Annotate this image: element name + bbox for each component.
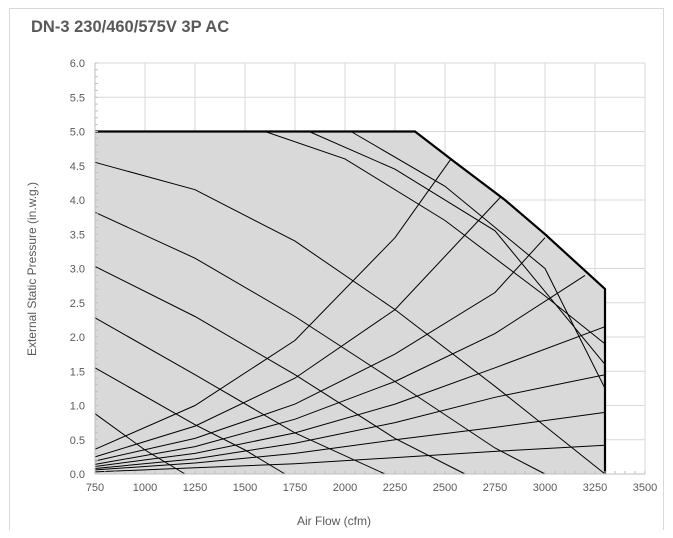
- fan-curve: [94, 367, 286, 475]
- y-tick-label: 6.0: [70, 58, 85, 70]
- x-tick-labels: 750 1000 1250 1500 1750 2000 2250 2500 2750 3000 3…: [86, 482, 657, 494]
- y-tick-label: 2.0: [70, 332, 85, 344]
- operating-envelope-outline: [95, 130, 607, 474]
- fan-curve: [264, 131, 606, 345]
- envelope-area: [95, 131, 605, 474]
- operating-envelope-fill: [95, 131, 605, 474]
- y-tick-label: 5.5: [70, 92, 85, 104]
- x-tick-label: 1750: [283, 482, 307, 494]
- x-tick-label: 1250: [183, 482, 207, 494]
- chart-title: DN-3 230/460/575V 3P AC: [31, 18, 230, 36]
- x-axis-title: Air Flow (cfm): [297, 514, 371, 528]
- y-tick-label: 5.0: [70, 127, 85, 139]
- y-axis-title: External Static Pressure (in.w.g.): [25, 182, 39, 356]
- system-curve: [94, 444, 606, 473]
- x-tick-label: 2500: [433, 482, 457, 494]
- x-tick-label: 2000: [333, 482, 357, 494]
- system-curve: [94, 274, 586, 465]
- y-tick-label: 0.5: [70, 435, 85, 447]
- y-tick-label: 1.0: [70, 401, 85, 413]
- fan-curve: [94, 317, 386, 475]
- x-tick-label: 3250: [583, 482, 607, 494]
- y-tick-label: 3.0: [70, 264, 85, 276]
- system-curve: [94, 374, 606, 469]
- x-tick-label: 2750: [483, 482, 507, 494]
- y-tick-label: 4.5: [70, 161, 85, 173]
- fan-curve: [94, 265, 466, 475]
- system-curve: [94, 158, 452, 450]
- system-curve: [94, 411, 606, 471]
- x-tick-label: 1500: [233, 482, 257, 494]
- fan-curve: [94, 211, 546, 475]
- system-curve: [94, 196, 502, 458]
- x-tick-label: 3000: [533, 482, 557, 494]
- axes: [94, 62, 646, 475]
- envelope-boundary: [95, 130, 607, 474]
- x-tick-label: 3500: [633, 482, 657, 494]
- y-tick-labels: 0.0 0.5 1.0 1.5 2.0 2.5 3.0 3.5 4.0 4.5 5.0 5.5 6.0: [70, 58, 85, 481]
- system-curve: [94, 237, 546, 462]
- system-curve: [94, 326, 606, 467]
- y-tick-label: 1.5: [70, 366, 85, 378]
- y-tick-label: 2.5: [70, 298, 85, 310]
- x-tick-label: 750: [86, 482, 104, 494]
- x-tick-label: 1000: [133, 482, 157, 494]
- y-tick-label: 4.0: [70, 195, 85, 207]
- x-tick-label: 2250: [383, 482, 407, 494]
- performance-curves: [94, 131, 606, 475]
- fan-curve: [350, 131, 606, 389]
- y-tick-label: 0.0: [70, 469, 85, 481]
- y-tick-label: 3.5: [70, 229, 85, 241]
